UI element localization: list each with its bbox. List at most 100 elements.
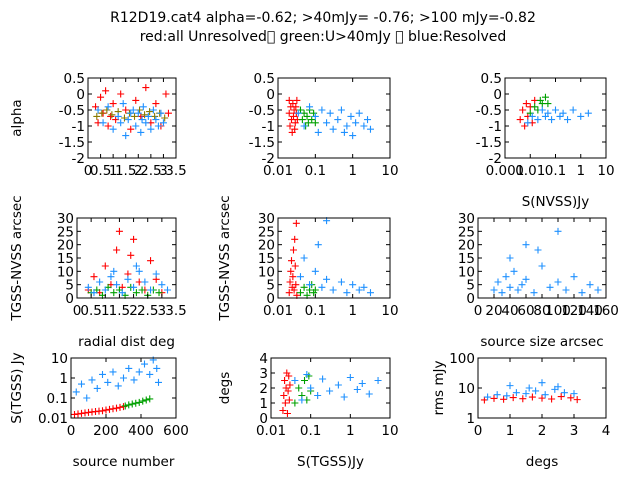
data-point [343,289,351,297]
data-point [149,356,157,364]
data-point [355,286,363,294]
x-tick-label: 0.1 [305,163,326,179]
data-point [569,106,577,114]
y-tick-label: 1 [59,371,68,387]
y-tick-label: 3 [259,366,268,382]
y-tick-label: 1 [466,411,475,427]
data-point [137,128,145,136]
data-point [358,380,366,387]
data-point [326,387,334,395]
x-axis-label: S(TGSS)Jy [297,454,364,470]
x-tick-label: 0.1 [545,163,566,179]
data-point [149,106,157,114]
data-point [157,109,165,117]
data-point [131,112,139,120]
y-tick-label: 0.5 [64,71,85,87]
x-tick-label: 0.01 [256,423,286,439]
x-axis-label: radial dist deg [78,334,175,350]
data-point [110,267,118,275]
data-point [127,109,135,117]
data-point [298,396,306,404]
x-tick-label: 0.01 [263,163,293,179]
data-point [285,96,293,104]
y-tick-label: -1 [262,119,275,135]
data-point [518,281,526,289]
data-point [135,267,143,275]
data-point [326,109,334,117]
data-point [130,376,138,384]
data-point [538,106,546,114]
data-point [306,103,314,111]
plot-frame [277,217,391,299]
data-point [132,289,140,297]
x-tick-label: 0 [474,423,483,439]
data-point [323,119,331,127]
data-point [164,286,172,294]
y-tick-label: 1 [259,396,268,412]
x-tick-label: 1.5 [109,303,130,319]
y-tick-label: -1.5 [476,135,502,151]
data-point [146,108,154,116]
data-point [310,109,318,117]
data-point [136,106,144,114]
data-point [90,273,98,281]
data-point [304,119,312,127]
data-point [374,377,382,384]
series-blue [524,106,592,127]
plot-frame [70,357,177,419]
data-point [544,109,552,117]
data-point [141,278,149,286]
data-point [83,394,91,402]
data-point [360,283,368,291]
data-point [314,128,322,136]
data-point [503,392,511,400]
y-tick-label: 100 [449,351,475,367]
data-point [525,384,533,392]
data-point [318,283,326,291]
data-point [99,370,106,378]
data-point [71,410,78,418]
data-point [99,407,106,415]
data-point [314,241,322,249]
data-point [311,112,319,120]
data-point [155,378,162,386]
y-tick-label: 20 [258,238,275,254]
data-point [289,100,297,108]
data-point [291,399,299,407]
data-point [506,283,514,291]
data-point [147,257,155,265]
x-tick-label: 60 [517,303,534,319]
x-tick-label: 10 [597,163,614,179]
y-axis-label: TGSS-NVSS arcsec [9,195,25,321]
data-point [329,125,337,133]
data-point [594,286,602,294]
data-point [104,378,112,386]
y-tick-label: 5 [266,278,275,294]
y-tick-label: 10 [258,264,275,280]
x-tick-label: 10 [381,163,398,179]
y-tick-label: 25 [57,224,74,240]
y-tick-label: 10 [51,351,68,367]
data-point [311,286,319,294]
data-point [552,106,559,114]
y-tick-label: -0.5 [59,103,85,119]
data-point [164,109,172,117]
data-point [120,403,127,411]
y-tick-label: 25 [458,224,475,240]
data-point [132,122,140,130]
data-point [347,112,355,120]
data-point [355,109,363,117]
data-point [524,119,532,127]
data-point [303,371,311,378]
y-tick-label: 20 [458,238,475,254]
y-tick-label: 10 [57,264,74,280]
data-point [538,379,546,387]
chart-panel-2: 0.01 0.1 1 10 -2-1.5-1-0.500.5 [249,71,399,179]
data-point [306,281,314,289]
data-point [308,116,316,124]
series-blue [294,103,374,140]
data-point [132,262,140,270]
y-tick-label: -0.5 [476,103,502,119]
data-point [516,116,524,124]
